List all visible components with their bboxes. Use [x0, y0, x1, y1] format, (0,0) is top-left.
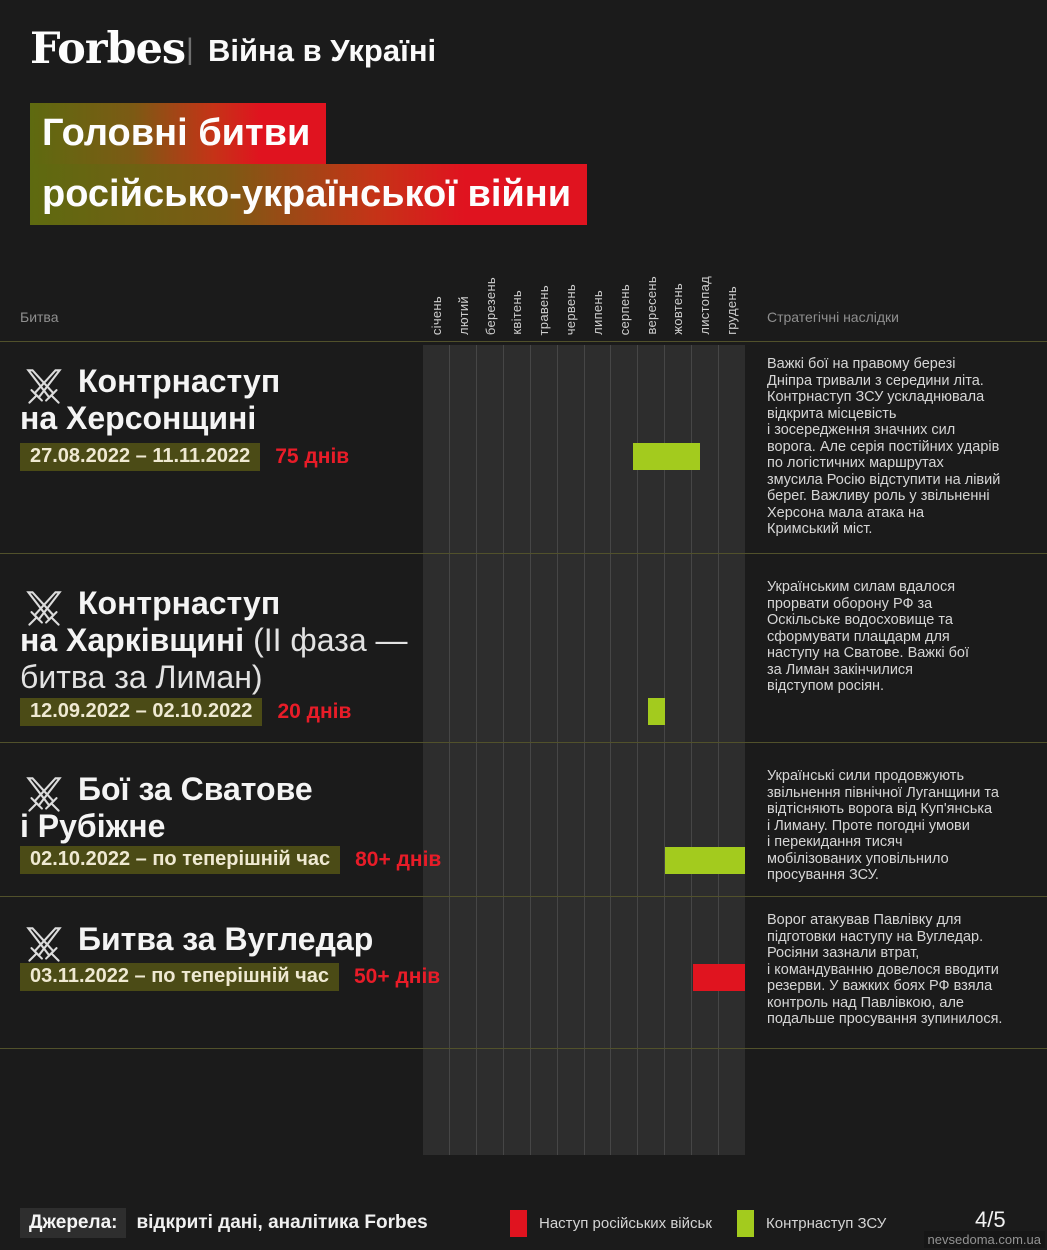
column-header-battle: Битва	[20, 309, 59, 325]
grid-column	[637, 345, 664, 1155]
column-header-consequences: Стратегічні наслідки	[767, 309, 899, 325]
crossed-swords-icon	[26, 777, 62, 812]
row-separator	[0, 341, 1047, 342]
grid-column	[475, 345, 503, 1155]
battle-dates-row: 03.11.2022 – по теперішній час 50+ днів	[20, 963, 440, 991]
grid-column	[556, 345, 584, 1155]
month-label-jul: липень	[589, 290, 605, 335]
gantt-bar	[693, 964, 745, 991]
duration-label: 80+ днів	[355, 848, 442, 871]
grid-column	[502, 345, 530, 1155]
battle-dates-row: 02.10.2022 – по теперішній час 80+ днів	[20, 846, 441, 874]
month-label-may: травень	[536, 284, 552, 335]
gantt-bar	[633, 443, 701, 470]
legend-swatch-green	[737, 1210, 754, 1237]
legend-label: Контрнаступ ЗСУ	[766, 1215, 887, 1232]
grid-column	[691, 345, 718, 1155]
date-range-badge: 12.09.2022 – 02.10.2022	[20, 698, 263, 726]
header-divider: |	[186, 33, 194, 66]
watermark: nevsedoma.com.ua	[923, 1231, 1045, 1248]
row-separator	[0, 1048, 1047, 1049]
row-separator	[0, 742, 1047, 743]
page-number: 4/5	[975, 1207, 1006, 1232]
page-title-line1: Головні битви	[30, 103, 327, 164]
crossed-swords-icon	[26, 591, 62, 626]
month-label-oct: жовтень	[670, 283, 686, 335]
grid-column	[718, 345, 745, 1155]
strategic-consequence-text: Українські сили продовжують звільнення п…	[767, 768, 999, 883]
section-title: Війна в Україні	[208, 33, 437, 68]
legend-item-counteroffensive: Контрнаступ ЗСУ	[737, 1210, 886, 1237]
legend-item-russian-advance: Наступ російських військ	[510, 1210, 712, 1237]
grid-column	[664, 345, 691, 1155]
month-label-aug: серпень	[616, 283, 632, 335]
strategic-consequence-text: Важкі бої на правому березі Дніпра трива…	[767, 356, 1001, 537]
month-label-mar: березень	[482, 276, 498, 335]
row-separator	[0, 553, 1047, 554]
battle-dates-row: 12.09.2022 – 02.10.2022 20 днів	[20, 698, 351, 726]
sources-label: Джерела:	[20, 1208, 127, 1238]
date-range-badge: 02.10.2022 – по теперішній час	[20, 846, 341, 874]
legend-label: Наступ російських військ	[539, 1215, 712, 1232]
legend-swatch-red	[510, 1210, 527, 1237]
month-axis: січень лютий березень квітень травень че…	[423, 245, 745, 335]
forbes-logo: Forbes	[30, 24, 186, 74]
date-range-badge: 03.11.2022 – по теперішній час	[20, 963, 339, 991]
gantt-bar	[647, 698, 666, 725]
battle-title: Контрнаступ на Харківщині (II фаза — бит…	[20, 585, 408, 695]
duration-label: 20 днів	[277, 700, 352, 723]
battle-title: Бої за Сватове і Рубіжне	[20, 771, 313, 844]
month-label-sep: вересень	[643, 276, 659, 335]
gantt-bar	[665, 847, 745, 874]
row-separator	[0, 896, 1047, 897]
month-label-dec: грудень	[724, 286, 740, 335]
grid-column	[610, 345, 637, 1155]
strategic-consequence-text: Ворог атакував Павлівку для підготовки н…	[767, 912, 1003, 1027]
grid-column	[423, 345, 449, 1155]
battle-dates-row: 27.08.2022 – 11.11.2022 75 днів	[20, 443, 349, 471]
sources-row: Джерела: відкриті дані, аналітика Forbes	[20, 1208, 428, 1238]
duration-label: 75 днів	[275, 445, 350, 468]
month-label-nov: листопад	[697, 276, 713, 335]
gantt-chart-grid	[423, 345, 745, 1155]
sources-text: відкриті дані, аналітика Forbes	[136, 1212, 428, 1233]
grid-column	[448, 345, 476, 1155]
page-title-line2: російсько-української війни	[30, 164, 588, 225]
strategic-consequence-text: Українським силам вдалося прорвати оборо…	[767, 579, 969, 694]
month-label-apr: квітень	[509, 290, 525, 335]
battle-title: Контрнаступ на Херсонщині	[20, 363, 281, 436]
month-label-feb: лютий	[455, 295, 471, 335]
battle-title: Битва за Вугледар	[78, 921, 374, 957]
crossed-swords-icon	[26, 369, 62, 404]
month-label-jun: червень	[563, 283, 579, 335]
grid-column	[583, 345, 611, 1155]
grid-column	[529, 345, 557, 1155]
duration-label: 50+ днів	[354, 965, 441, 988]
month-label-jan: січень	[428, 295, 444, 335]
date-range-badge: 27.08.2022 – 11.11.2022	[20, 443, 261, 471]
crossed-swords-icon	[26, 927, 62, 962]
